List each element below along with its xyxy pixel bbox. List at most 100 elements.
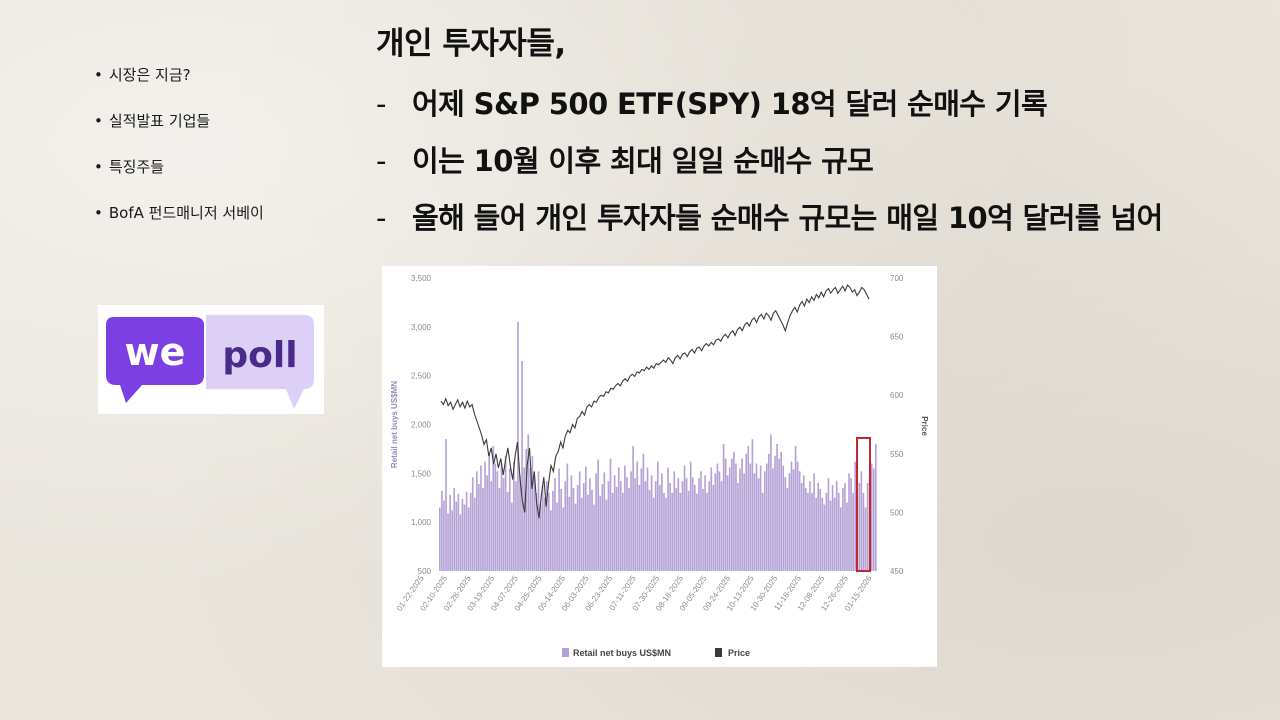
bar-retail-net-buys xyxy=(539,504,542,571)
legend-label-price: Price xyxy=(728,648,750,658)
bar-retail-net-buys xyxy=(741,458,743,571)
bar-retail-net-buys xyxy=(513,461,515,571)
legend-swatch-retail xyxy=(562,648,569,657)
bar-retail-net-buys xyxy=(543,497,546,571)
bar-retail-net-buys xyxy=(656,461,659,571)
sidebar-item-market-now[interactable]: • 시장은 지금? xyxy=(94,66,191,84)
y2-tick-label: 500 xyxy=(890,508,904,517)
bar-retail-net-buys xyxy=(815,497,817,571)
bar-retail-net-buys xyxy=(823,504,826,571)
bar-retail-net-buys xyxy=(463,504,466,571)
bar-retail-net-buys xyxy=(800,483,803,571)
bar-retail-net-buys xyxy=(615,487,618,571)
bar-retail-net-buys xyxy=(792,469,795,571)
bar-retail-net-buys xyxy=(523,467,525,571)
bar-retail-net-buys xyxy=(837,492,840,571)
bar-retail-net-buys xyxy=(556,502,558,571)
bar-retail-net-buys xyxy=(675,487,678,571)
bar-retail-net-buys xyxy=(624,465,626,571)
bar-retail-net-buys xyxy=(535,492,538,571)
sidebar-item-label: 시장은 지금? xyxy=(108,66,191,84)
bar-retail-net-buys xyxy=(850,478,852,571)
bar-retail-net-buys xyxy=(654,481,657,571)
sidebar-item-earnings[interactable]: • 실적발표 기업들 xyxy=(94,112,211,130)
bar-retail-net-buys xyxy=(488,453,491,571)
legend-label-retail: Retail net buys US$MN xyxy=(573,648,671,658)
bar-retail-net-buys xyxy=(728,467,731,571)
bar-retail-net-buys xyxy=(747,445,750,571)
bar-retail-net-buys xyxy=(659,485,661,571)
bar-retail-net-buys xyxy=(628,487,630,571)
bar-retail-net-buys xyxy=(445,439,447,571)
bar-retail-net-buys xyxy=(782,465,785,571)
bar-retail-net-buys xyxy=(519,475,521,571)
bar-retail-net-buys xyxy=(467,507,470,571)
bar-retail-net-buys xyxy=(650,475,653,571)
bar-retail-net-buys xyxy=(506,491,509,571)
bar-retail-net-buys xyxy=(661,473,663,571)
bar-retail-net-buys xyxy=(589,478,591,571)
bar-retail-net-buys xyxy=(525,448,528,571)
bar-retail-net-buys xyxy=(753,473,756,571)
bar-retail-net-buys xyxy=(663,492,665,571)
bar-retail-net-buys xyxy=(842,487,844,571)
bar-retail-net-buys xyxy=(757,478,760,571)
bar-retail-net-buys xyxy=(646,467,649,571)
logo-bubble-light xyxy=(206,315,314,409)
bar-retail-net-buys xyxy=(681,481,684,571)
bar-retail-net-buys xyxy=(794,445,797,571)
bar-retail-net-buys xyxy=(802,475,805,571)
bar-retail-net-buys xyxy=(811,492,813,571)
bar-retail-net-buys xyxy=(755,463,758,571)
bar-retail-net-buys xyxy=(817,483,820,571)
bar-retail-net-buys xyxy=(640,468,643,571)
y-tick-label: 2,500 xyxy=(411,372,432,381)
bar-retail-net-buys xyxy=(825,492,828,571)
bar-retail-net-buys xyxy=(537,471,540,571)
bar-retail-net-buys xyxy=(691,477,694,571)
bar-retail-net-buys xyxy=(515,481,517,571)
bar-retail-net-buys xyxy=(722,444,725,571)
bar-retail-net-buys xyxy=(759,465,762,571)
bar-retail-net-buys xyxy=(693,485,696,571)
bar-retail-net-buys xyxy=(636,461,639,571)
bar-retail-net-buys xyxy=(648,489,651,571)
bar-retail-net-buys xyxy=(558,468,560,571)
bar-retail-net-buys xyxy=(490,481,493,571)
bar-retail-net-buys xyxy=(502,478,505,571)
price-line xyxy=(440,284,870,519)
highlight-box xyxy=(856,437,871,572)
y-tick-label: 2,000 xyxy=(411,421,432,430)
bar-retail-net-buys xyxy=(587,494,589,571)
bar-retail-net-buys xyxy=(833,497,836,571)
bar-retail-net-buys xyxy=(582,483,585,571)
bar-retail-net-buys xyxy=(599,495,602,571)
bar-retail-net-buys xyxy=(874,444,877,571)
bar-retail-net-buys xyxy=(585,466,587,571)
bar-retail-net-buys xyxy=(761,492,764,571)
bullet-list: - 어제 S&P 500 ETF(SPY) 18억 달러 순매수 기록 - 이는 1… xyxy=(376,84,1266,255)
bar-retail-net-buys xyxy=(638,485,641,571)
bar-retail-net-buys xyxy=(745,453,748,571)
bar-retail-net-buys xyxy=(796,461,799,571)
bar-retail-net-buys xyxy=(439,507,441,571)
bar-retail-net-buys xyxy=(702,488,704,571)
y2-tick-label: 700 xyxy=(890,274,904,283)
bar-retail-net-buys xyxy=(671,492,674,571)
bar-retail-net-buys xyxy=(547,492,550,571)
sidebar-item-featured-stocks[interactable]: • 특징주들 xyxy=(94,158,165,176)
bar-retail-net-buys xyxy=(667,467,669,571)
sidebar-item-bofa-survey[interactable]: • BofA 펀드매니저 서베이 xyxy=(94,204,264,222)
sidebar-menu: • 시장은 지금? • 실적발표 기업들 • 특징주들 • BofA 펀드매니저 서베이 xyxy=(94,62,334,246)
bar-retail-net-buys xyxy=(712,485,715,571)
logo-text-poll: poll xyxy=(222,335,297,376)
bullet-item: - 이는 10월 이후 최대 일일 순매수 규모 xyxy=(376,144,874,178)
bar-retail-net-buys xyxy=(770,434,772,571)
bar-retail-net-buys xyxy=(453,487,456,571)
bar-retail-net-buys xyxy=(665,497,667,571)
bar-retail-net-buys xyxy=(784,477,787,571)
bar-retail-net-buys xyxy=(704,475,706,571)
y-axis-title: Retail net buys US$MN xyxy=(390,381,399,468)
bar-retail-net-buys xyxy=(776,444,778,571)
bar-retail-net-buys xyxy=(821,497,824,571)
